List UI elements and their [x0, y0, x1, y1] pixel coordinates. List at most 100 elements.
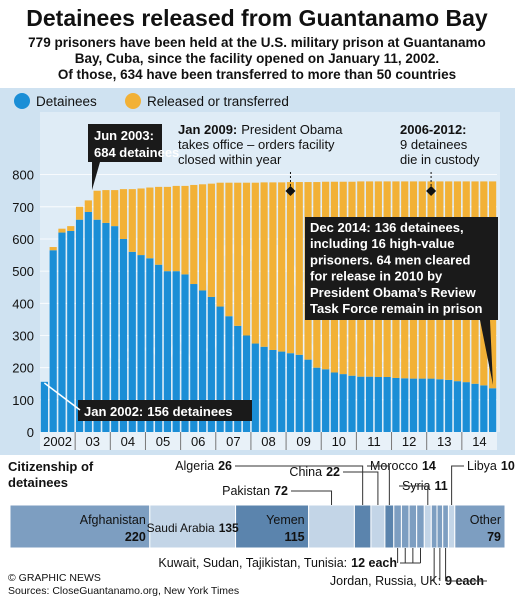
- bar-segment: [489, 388, 497, 432]
- annotation-line: prisoners. 64 men cleared: [310, 252, 470, 267]
- segment-value: 79: [487, 530, 501, 544]
- segment-name: China: [289, 465, 322, 479]
- bar-segment: [67, 226, 75, 231]
- segment-value: 12 each: [351, 556, 397, 570]
- y-tick-label: 0: [27, 425, 34, 440]
- bar-segment: [471, 383, 479, 432]
- leader: [291, 490, 333, 505]
- x-tick-label: 03: [85, 434, 99, 449]
- segment-value: 11: [434, 479, 447, 493]
- bar-segment: [278, 351, 286, 432]
- annotation-line: President Obama: [241, 122, 343, 137]
- bar-segment: [383, 376, 391, 432]
- legend-label: Detainees: [36, 94, 97, 109]
- bar-segment: [480, 385, 488, 432]
- bar-segment: [339, 374, 347, 432]
- bar-segment: [436, 379, 444, 432]
- segment-value: 135: [219, 521, 239, 535]
- bar-segment: [146, 258, 154, 432]
- bar-segment: [348, 375, 356, 432]
- annotation-line: 684 detainees: [94, 145, 179, 160]
- y-tick-label: 700: [12, 200, 34, 215]
- leader: [399, 485, 429, 505]
- bar-segment: [242, 335, 251, 432]
- x-tick-label: 12: [402, 434, 416, 449]
- annotation-box: [305, 217, 498, 320]
- subtitle: 779 prisoners have been held at the U.S.…: [28, 35, 486, 50]
- bar-segment: [58, 228, 66, 233]
- segment-value: 220: [125, 530, 146, 544]
- chart-title: Citizenship of: [8, 459, 94, 474]
- segment-value: 115: [284, 530, 304, 544]
- y-tick-label: 300: [12, 328, 34, 343]
- annotation: Jan 2002: 156 detainees: [84, 404, 233, 419]
- bar-segment: [295, 182, 303, 355]
- bar-segment: [445, 379, 453, 432]
- bar-segment: [409, 378, 418, 432]
- bar-segment: [119, 238, 128, 432]
- bar-segment: [102, 222, 110, 432]
- bar-segment: [295, 354, 303, 432]
- bar-segment: [392, 377, 400, 432]
- x-tick-label: 2002: [43, 434, 72, 449]
- legend-label: Released or transferred: [147, 94, 289, 109]
- segment: [442, 504, 449, 549]
- x-tick-label: 04: [121, 434, 135, 449]
- annotation-bold: Jan 2002:: [84, 404, 143, 419]
- segment-value: 14: [422, 459, 436, 473]
- segment-name: Libya: [467, 459, 497, 473]
- segment: [370, 504, 386, 549]
- segment: [235, 504, 310, 549]
- y-tick-label: 100: [12, 393, 34, 408]
- segment: [447, 504, 456, 549]
- segment-label: Kuwait, Sudan, Tajikistan, Tunisia: 12 ea…: [158, 556, 397, 570]
- annotation: Jun 2003: 684 detainees: [94, 128, 179, 160]
- leader: [367, 465, 390, 505]
- bar-segment: [251, 343, 259, 432]
- x-tick-label: 10: [332, 434, 346, 449]
- subtitle: Of those, 634 have been transferred to m…: [58, 67, 456, 82]
- segment: [423, 504, 432, 549]
- y-tick-label: 600: [12, 232, 34, 247]
- bar-segment: [242, 182, 251, 336]
- segment: [408, 504, 418, 549]
- annotation-bold: Jan 2009:: [178, 122, 237, 137]
- bar-segment: [181, 185, 189, 275]
- segment: [436, 504, 444, 549]
- footer: © GRAPHIC NEWS: [8, 572, 101, 584]
- bar-segment: [198, 290, 207, 432]
- pointer: [92, 162, 100, 190]
- segment: [400, 504, 410, 549]
- annotation: Dec 2014: 136 detainees, including 16 high…: [310, 220, 482, 316]
- x-axis-band: [40, 432, 497, 450]
- annotation-box: [78, 400, 252, 421]
- bar-segment: [181, 274, 189, 432]
- bar-segment: [84, 200, 92, 212]
- annotation-line: Task Force remain in prison: [310, 301, 482, 316]
- x-tick-label: 13: [437, 434, 451, 449]
- bar-segment: [462, 382, 470, 432]
- bar-segment: [102, 190, 110, 223]
- x-tick-label: 06: [191, 434, 205, 449]
- bar-segment: [418, 378, 426, 432]
- annotation-bold: Jun 2003:: [94, 128, 154, 143]
- leader: [343, 471, 379, 505]
- bar-segment: [269, 349, 277, 432]
- bar-segment: [322, 369, 330, 432]
- bar-segment: [58, 232, 66, 432]
- bar-segment: [75, 219, 84, 432]
- chart-title: detainees: [8, 475, 68, 490]
- bar-segment: [260, 182, 268, 347]
- legend-swatch: [125, 93, 141, 109]
- bar-segment: [207, 183, 215, 297]
- bar-segment: [49, 250, 57, 432]
- segment-value: 72: [274, 484, 288, 498]
- segment-name: Pakistan: [222, 484, 270, 498]
- annotation-line: takes office – orders facility: [178, 137, 335, 152]
- segment-label: Saudi Arabia 135: [147, 521, 239, 535]
- segment: [454, 504, 506, 549]
- bar-segment: [155, 186, 163, 265]
- bar-segment: [357, 376, 365, 432]
- bar-segment: [84, 211, 92, 432]
